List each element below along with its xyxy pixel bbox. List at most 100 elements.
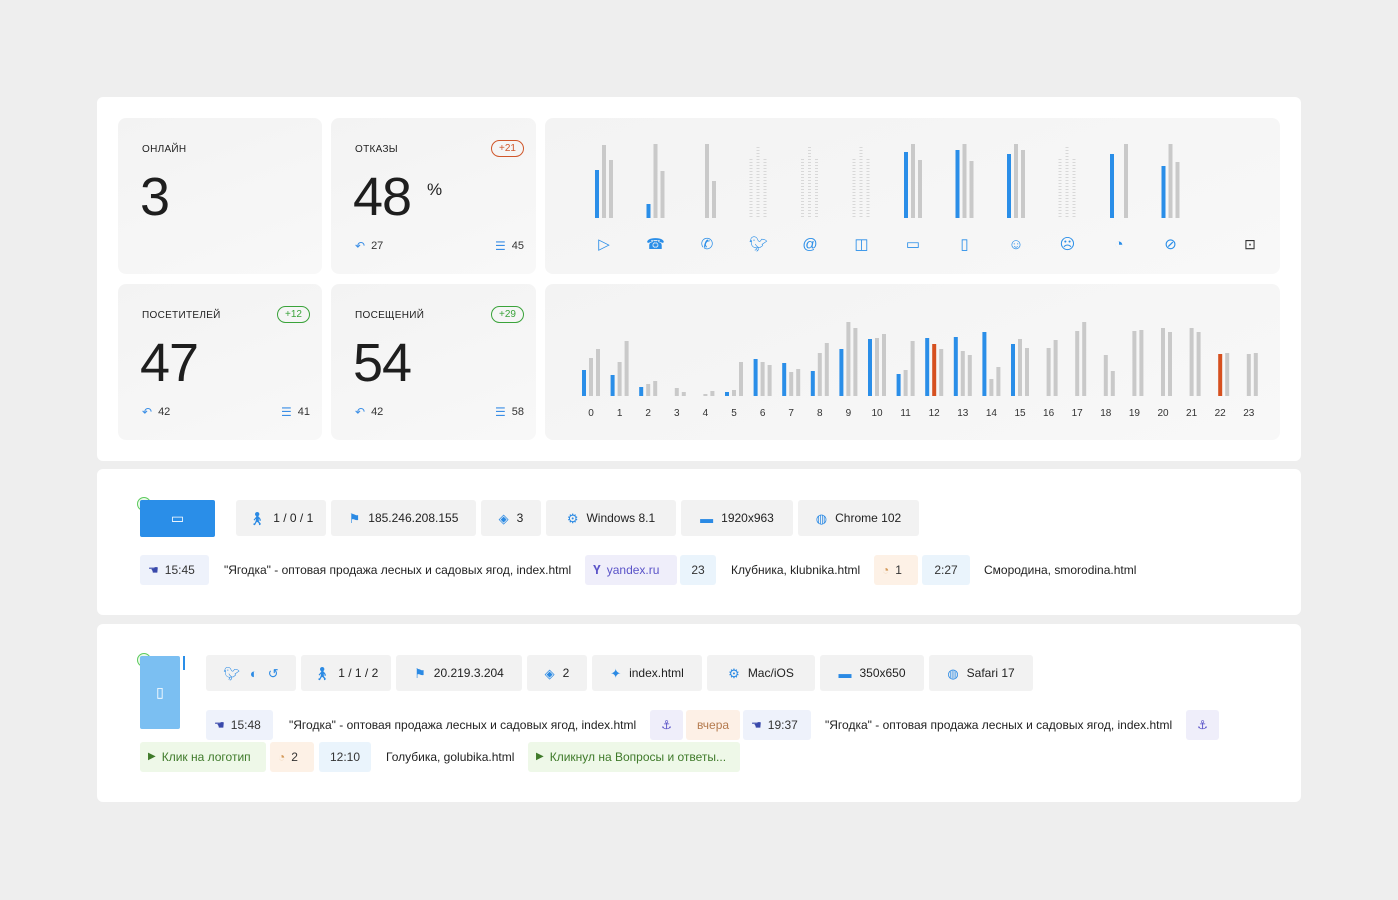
bar-22-s2[interactable] <box>1225 353 1230 396</box>
bar-12-s2[interactable] <box>939 349 944 396</box>
bar-user-icon-s2[interactable] <box>1021 150 1025 218</box>
bar-11-s1[interactable] <box>903 370 908 396</box>
bar-9-s0[interactable] <box>839 349 844 396</box>
bar-10-s2[interactable] <box>882 334 886 396</box>
bar-9-s1[interactable] <box>846 322 851 396</box>
sources-icons-chip[interactable]: 🐦︎ ◐ ↺ <box>206 655 296 691</box>
bar-17-s2[interactable] <box>1082 322 1087 396</box>
bar-direct-icon-s2[interactable] <box>609 160 613 218</box>
bar-14-s1[interactable] <box>989 379 994 396</box>
bar-desktop-icon-s2[interactable] <box>918 160 922 218</box>
bar-desktop-icon-s0[interactable] <box>904 152 908 218</box>
bar-no-cookie-icon-s0[interactable] <box>1161 166 1166 218</box>
bar-16-s1[interactable] <box>1046 348 1051 396</box>
bar-11-s2[interactable] <box>910 341 915 396</box>
time-in-tag[interactable]: ☚ 15:45 <box>140 555 209 585</box>
bar-6-s0[interactable] <box>753 359 758 396</box>
bar-13-s0[interactable] <box>953 337 958 396</box>
bar-7-s0[interactable] <box>782 363 787 396</box>
bar-direct-icon-s1[interactable] <box>602 145 606 218</box>
bar-20-s1[interactable] <box>1161 328 1165 396</box>
bar-19-s1[interactable] <box>1132 331 1137 396</box>
bar-5-s1[interactable] <box>732 390 736 396</box>
bar-whatsapp-icon-s2[interactable] <box>712 181 716 218</box>
bar-10-s1[interactable] <box>875 338 879 396</box>
bar-18-s2[interactable] <box>1110 371 1115 396</box>
time-in-tag[interactable]: ☚ 15:48 <box>206 710 273 740</box>
pages-chip[interactable]: 🚶︎ 1 / 1 / 2 <box>301 655 391 691</box>
ads-icon[interactable]: ◫ <box>854 236 868 253</box>
bar-23-s1[interactable] <box>1246 354 1251 396</box>
bar-desktop-icon-s1[interactable] <box>911 144 915 218</box>
bar-14-s0[interactable] <box>982 332 987 396</box>
bar-5-s0[interactable] <box>725 392 729 396</box>
bar-6-s1[interactable] <box>760 362 765 396</box>
bar-user-icon-s0[interactable] <box>1007 154 1011 218</box>
cookie-icon[interactable]: ◔ <box>1114 236 1123 253</box>
os-chip[interactable]: ⚙ Mac/iOS <box>707 655 815 691</box>
bar-22-s1[interactable] <box>1218 354 1223 396</box>
bar-18-s1[interactable] <box>1103 355 1108 396</box>
device-desktop-button[interactable]: ▭ <box>140 500 215 537</box>
bar-8-s2[interactable] <box>824 343 829 396</box>
depth-chip[interactable]: ◈ 3 <box>481 500 541 536</box>
bar-whatsapp-icon-s1[interactable] <box>705 144 709 218</box>
bar-16-s2[interactable] <box>1053 340 1058 396</box>
bar-3-s1[interactable] <box>674 388 679 396</box>
bar-21-s1[interactable] <box>1189 328 1194 396</box>
bar-15-s2[interactable] <box>1025 348 1029 396</box>
bar-4-s1[interactable] <box>703 394 708 396</box>
bar-8-s1[interactable] <box>817 353 822 396</box>
mobile-icon[interactable]: ▯ <box>960 236 968 253</box>
ip-chip[interactable]: ⚑ 20.219.3.204 <box>396 655 522 691</box>
bar-2-s1[interactable] <box>646 384 651 396</box>
entry-chip[interactable]: ✦ index.html <box>592 655 702 691</box>
phone-icon[interactable]: ☎ <box>646 236 665 253</box>
ip-chip[interactable]: ⚑ 185.246.208.155 <box>331 500 476 536</box>
browser-chip[interactable]: ◍ Safari 17 <box>929 655 1033 691</box>
bar-no-cookie-icon-s1[interactable] <box>1168 144 1173 218</box>
bar-user-icon-s1[interactable] <box>1014 144 1018 218</box>
bar-19-s2[interactable] <box>1139 330 1144 396</box>
email-icon[interactable]: @ <box>802 236 817 253</box>
bar-2-s2[interactable] <box>653 381 658 396</box>
bar-direct-icon-s0[interactable] <box>595 170 599 218</box>
event-tag-2[interactable]: ▶ Кликнул на Вопросы и ответы... <box>528 742 740 772</box>
bar-10-s0[interactable] <box>868 339 872 396</box>
device-mobile-button[interactable]: ▯ <box>140 656 180 729</box>
bar-4-s2[interactable] <box>710 391 715 396</box>
pages-chip[interactable]: 🚶︎ 1 / 0 / 1 <box>236 500 326 536</box>
bar-21-s2[interactable] <box>1196 332 1201 396</box>
bar-no-cookie-icon-s2[interactable] <box>1175 162 1180 218</box>
no-cookie-icon[interactable]: ⊘ <box>1164 236 1177 253</box>
time-prev-tag[interactable]: ☚ 19:37 <box>743 710 811 740</box>
user-icon[interactable]: ☺ <box>1008 236 1023 253</box>
page3-link[interactable]: Смородина, smorodina.html <box>976 555 1144 585</box>
bar-5-s2[interactable] <box>739 362 743 396</box>
bar-9-s2[interactable] <box>853 328 858 396</box>
bar-14-s2[interactable] <box>996 367 1001 396</box>
bar-13-s1[interactable] <box>960 351 965 396</box>
resolution-chip[interactable]: ▬ 350x650 <box>820 655 924 691</box>
bar-3-s2[interactable] <box>681 392 686 396</box>
bar-7-s1[interactable] <box>789 372 794 396</box>
page2-link[interactable]: Клубника, klubnika.html <box>723 555 868 585</box>
feedback-icon[interactable]: ⊡ <box>1244 236 1256 252</box>
bar-mobile-icon-s2[interactable] <box>969 161 974 218</box>
bar-17-s1[interactable] <box>1075 331 1080 396</box>
depth-chip[interactable]: ◈ 2 <box>527 655 587 691</box>
bar-0-s1[interactable] <box>589 358 593 396</box>
bar-7-s2[interactable] <box>796 369 801 396</box>
desktop-icon[interactable]: ▭ <box>906 236 920 253</box>
page2-link[interactable]: Голубика, golubika.html <box>378 742 522 772</box>
bar-1-s2[interactable] <box>624 341 629 396</box>
bar-8-s0[interactable] <box>810 371 815 396</box>
bar-0-s0[interactable] <box>582 370 586 396</box>
bar-6-s2[interactable] <box>767 365 772 396</box>
bar-15-s1[interactable] <box>1018 339 1022 396</box>
entry-page-link[interactable]: "Ягодка" - оптовая продажа лесных и садо… <box>216 555 579 585</box>
bar-13-s2[interactable] <box>967 355 972 396</box>
twitter-icon[interactable]: 🐦︎ <box>749 236 768 253</box>
bar-15-s0[interactable] <box>1011 344 1015 396</box>
